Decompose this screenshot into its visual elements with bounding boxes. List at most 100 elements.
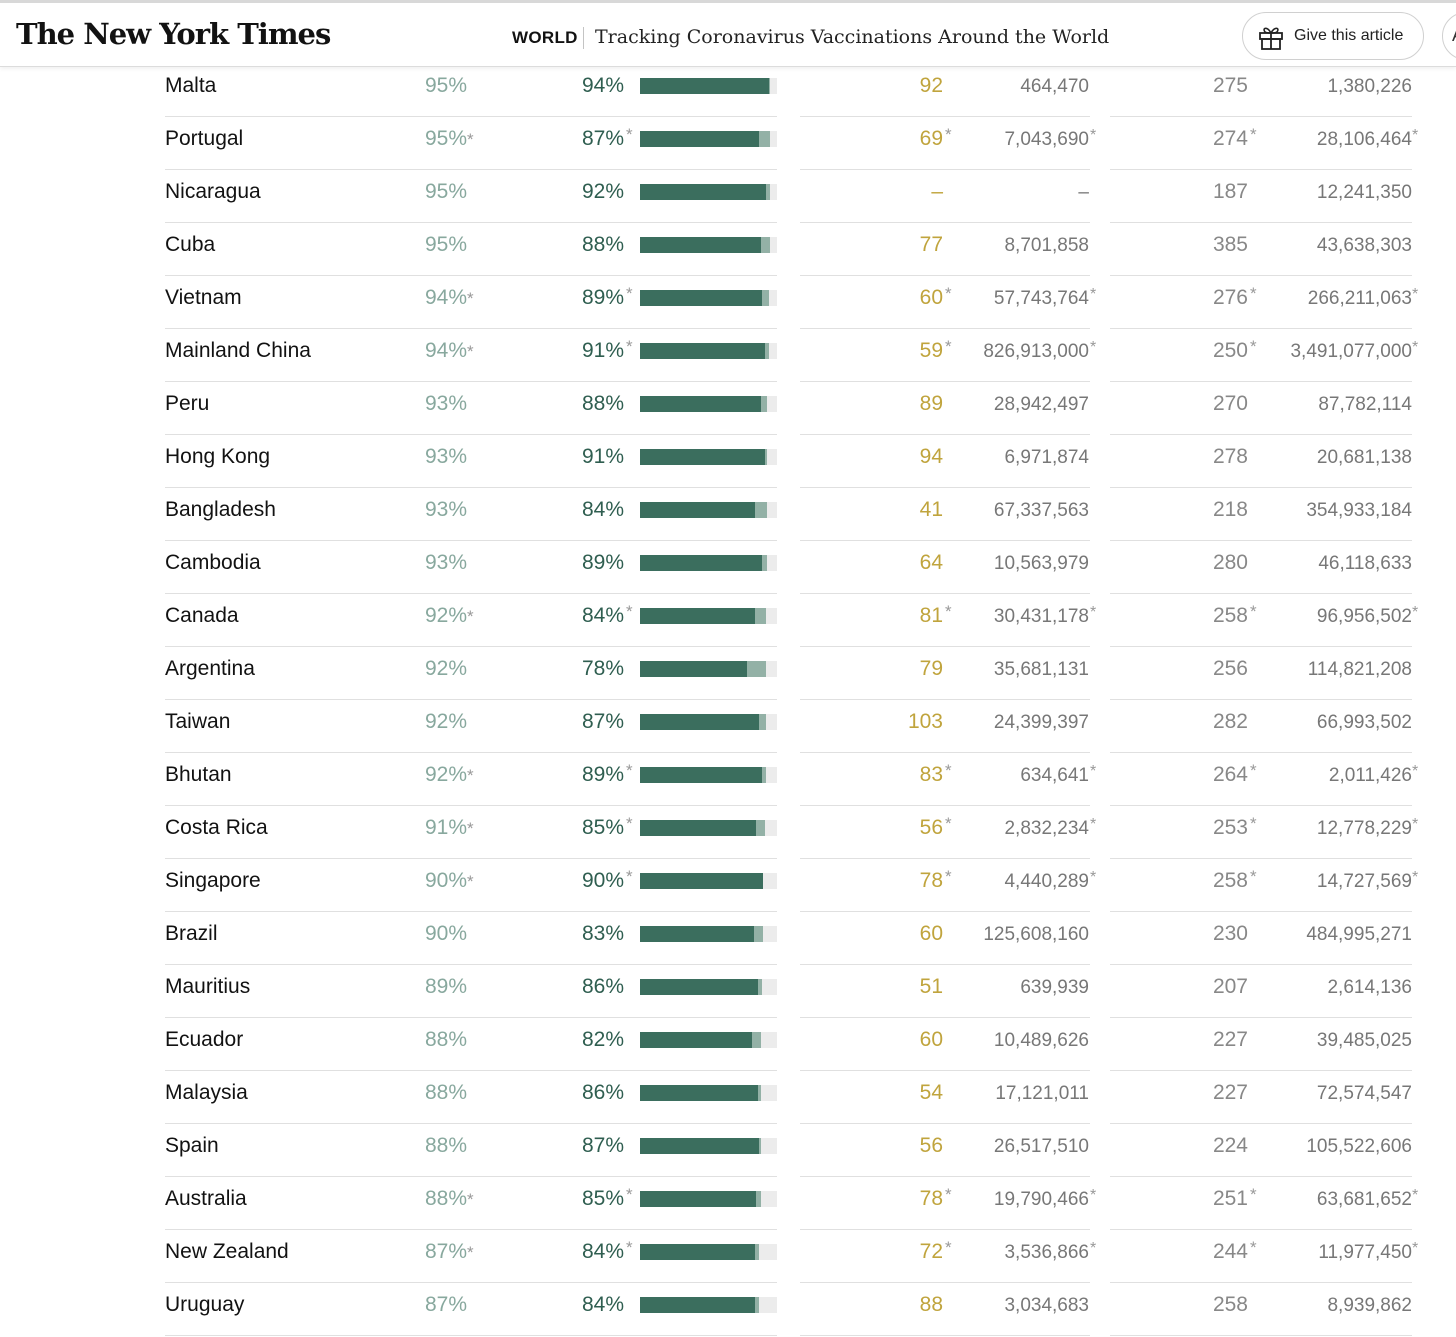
vaccination-bar	[640, 78, 777, 94]
country-name: Ecuador	[165, 1028, 244, 1051]
first-dose-footnote: *	[467, 289, 474, 308]
full-bar-fill	[640, 502, 755, 518]
doses-per-100: 258	[1212, 1293, 1248, 1316]
doses-per-100: 264	[1212, 763, 1248, 786]
row-divider	[1110, 911, 1412, 912]
table-row: Hong Kong 93% 91% 94 6,971,874 278 20,681,138	[0, 435, 1456, 488]
first-dose-value: 95%	[425, 233, 468, 256]
doses-per-100: 282	[1212, 710, 1248, 733]
daily-rate: 89	[919, 392, 943, 415]
table-row: Bangladesh 93% 84% 41 67,337,563 218 354,933,1…	[0, 488, 1456, 541]
country-name: Malta	[165, 74, 217, 97]
vaccination-bar	[640, 184, 777, 200]
doses-per-100: 253	[1212, 816, 1248, 839]
row-divider	[1110, 169, 1412, 170]
gift-article-button[interactable]: Give this article	[1242, 12, 1424, 60]
first-dose-value: 93%	[425, 498, 468, 521]
first-dose-pct: 93%	[425, 551, 467, 575]
first-dose-value: 88%	[425, 1187, 468, 1210]
table-row: Uruguay 87% 84% 88 3,034,683 258 8,939,862	[0, 1283, 1456, 1336]
section-label[interactable]: WORLD	[512, 28, 578, 47]
row-divider	[1110, 1070, 1412, 1071]
vaccination-bar	[640, 1085, 777, 1101]
first-dose-pct: 89%	[425, 975, 467, 999]
total-doses-footnote: *	[1412, 816, 1419, 833]
first-dose-pct: 88%	[425, 1134, 467, 1158]
full-dose-pct: 83%	[581, 922, 624, 945]
daily-rate: 83	[919, 763, 943, 786]
country-name: Singapore	[165, 869, 261, 892]
full-bar-fill	[640, 237, 761, 253]
daily-doses: –	[1078, 182, 1089, 203]
daily-rate-footnote: *	[945, 1185, 952, 1204]
table-row: Vietnam 94%* 89% * 60 * 57,743,764 * 276 * 266,211…	[0, 276, 1456, 329]
full-dose-pct: 88%	[581, 233, 624, 256]
row-divider	[165, 805, 777, 806]
row-divider	[1110, 434, 1412, 435]
table-row: Canada 92%* 84% * 81 * 30,431,178 * 258 * 96,956,5…	[0, 594, 1456, 647]
country-name: Portugal	[165, 127, 244, 150]
table-row: Mauritius 89% 86% 51 639,939 207 2,614,136	[0, 965, 1456, 1018]
doses-per-100: 256	[1212, 657, 1248, 680]
first-dose-value: 91%	[425, 816, 468, 839]
first-dose-value: 89%	[425, 975, 468, 998]
row-divider	[1110, 328, 1412, 329]
row-divider	[800, 593, 1090, 594]
first-dose-value: 95%	[425, 74, 468, 97]
row-divider	[800, 646, 1090, 647]
vaccination-bar	[640, 714, 777, 730]
vaccination-bar	[640, 979, 777, 995]
vaccination-bar	[640, 555, 777, 571]
row-divider	[800, 911, 1090, 912]
total-doses: 39,485,025	[1316, 1030, 1412, 1051]
daily-rate: 56	[919, 816, 943, 839]
doses-per-100-footnote: *	[1250, 1238, 1257, 1257]
row-divider	[165, 540, 777, 541]
row-divider	[165, 275, 777, 276]
full-bar-fill	[640, 873, 763, 889]
daily-doses-footnote: *	[1090, 1240, 1097, 1257]
total-doses: 266,211,063	[1307, 288, 1412, 309]
first-dose-value: 92%	[425, 763, 468, 786]
doses-per-100-footnote: *	[1250, 125, 1257, 144]
full-bar-fill	[640, 290, 762, 306]
nyt-logo[interactable]: The New York Times	[16, 17, 331, 51]
row-divider	[1110, 1017, 1412, 1018]
vaccination-bar	[640, 396, 777, 412]
row-divider	[800, 1282, 1090, 1283]
vaccination-bar	[640, 661, 777, 677]
daily-doses: 3,034,683	[1004, 1295, 1089, 1316]
daily-rate-footnote: *	[945, 602, 952, 621]
doses-per-100: 224	[1212, 1134, 1248, 1157]
first-dose-pct: 95%	[425, 74, 467, 98]
doses-per-100: 250	[1212, 339, 1248, 362]
total-doses-footnote: *	[1412, 339, 1419, 356]
row-divider	[165, 169, 777, 170]
full-dose-pct: 94%	[581, 74, 624, 97]
doses-per-100: 270	[1212, 392, 1248, 415]
font-size-button[interactable]: A	[1442, 12, 1456, 60]
doses-per-100-footnote: *	[1250, 337, 1257, 356]
table-row: Peru 93% 88% 89 28,942,497 270 87,782,114	[0, 382, 1456, 435]
total-doses: 28,106,464	[1316, 129, 1412, 150]
doses-per-100-footnote: *	[1250, 284, 1257, 303]
row-divider	[165, 381, 777, 382]
daily-rate: 54	[919, 1081, 943, 1104]
full-bar-fill	[640, 979, 758, 995]
total-doses: 96,956,502	[1316, 606, 1412, 627]
country-name: Bhutan	[165, 763, 232, 786]
row-divider	[800, 805, 1090, 806]
row-divider	[800, 1176, 1090, 1177]
daily-rate: 56	[919, 1134, 943, 1157]
row-divider	[165, 434, 777, 435]
daily-rate: 79	[919, 657, 943, 680]
first-dose-pct: 92%	[425, 710, 467, 734]
daily-doses: 67,337,563	[993, 500, 1089, 521]
total-doses: 12,778,229	[1316, 818, 1412, 839]
daily-doses: 4,440,289	[1004, 871, 1089, 892]
full-dose-pct: 91%	[581, 445, 624, 468]
vaccination-bar	[640, 767, 777, 783]
full-dose-pct: 88%	[581, 392, 624, 415]
total-doses: 12,241,350	[1316, 182, 1412, 203]
table-row: Malta 95% 94% 92 464,470 275 1,380,226	[0, 64, 1456, 117]
